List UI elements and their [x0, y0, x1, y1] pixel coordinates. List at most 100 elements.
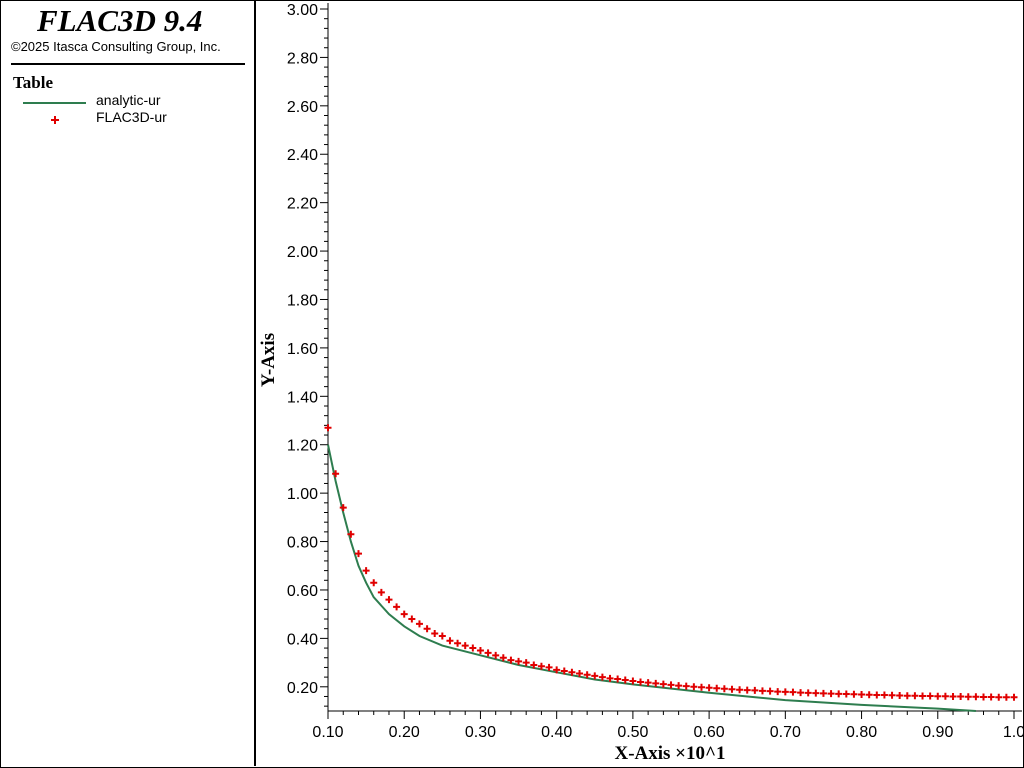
- data-point-flac3d-ur: [347, 530, 355, 538]
- data-point-flac3d-ur: [995, 693, 1003, 701]
- y-tick-label: 1.00: [287, 486, 318, 503]
- y-tick-label: 1.60: [287, 341, 318, 358]
- plus-marker-icon: [51, 116, 59, 124]
- data-point-flac3d-ur: [560, 667, 568, 675]
- data-point-flac3d-ur: [431, 630, 439, 638]
- data-point-flac3d-ur: [789, 688, 797, 696]
- data-point-flac3d-ur: [766, 687, 774, 695]
- data-point-flac3d-ur: [1010, 693, 1018, 701]
- x-tick-label: 1.0: [1003, 724, 1024, 741]
- x-tick-label: 0.90: [922, 724, 953, 741]
- data-point-flac3d-ur: [903, 692, 911, 700]
- y-tick-label: 2.40: [287, 147, 318, 164]
- data-point-flac3d-ur: [522, 659, 530, 667]
- data-point-flac3d-ur: [362, 567, 370, 575]
- data-point-flac3d-ur: [728, 685, 736, 693]
- data-point-flac3d-ur: [675, 682, 683, 690]
- data-point-flac3d-ur: [537, 662, 545, 670]
- data-point-flac3d-ur: [576, 669, 584, 677]
- data-point-flac3d-ur: [934, 692, 942, 700]
- legend-label-flac3d: FLAC3D-ur: [96, 109, 167, 125]
- data-point-flac3d-ur: [781, 688, 789, 696]
- legend-entry-flac3d: FLAC3D-ur: [23, 109, 243, 126]
- data-point-flac3d-ur: [987, 693, 995, 701]
- data-point-flac3d-ur: [797, 689, 805, 697]
- data-point-flac3d-ur: [370, 579, 378, 587]
- data-point-flac3d-ur: [949, 692, 957, 700]
- x-axis-title: X-Axis ×10^1: [614, 743, 725, 764]
- data-point-flac3d-ur: [446, 637, 454, 645]
- data-point-flac3d-ur: [972, 693, 980, 701]
- data-point-flac3d-ur: [720, 685, 728, 693]
- data-point-flac3d-ur: [980, 693, 988, 701]
- data-point-flac3d-ur: [332, 470, 340, 478]
- data-point-flac3d-ur: [697, 683, 705, 691]
- data-point-flac3d-ur: [865, 691, 873, 699]
- data-point-flac3d-ur: [591, 672, 599, 680]
- data-point-flac3d-ur: [690, 683, 698, 691]
- legend-heading: Table: [13, 73, 54, 92]
- data-point-flac3d-ur: [835, 690, 843, 698]
- data-point-flac3d-ur: [964, 693, 972, 701]
- legend-entry-analytic: analytic-ur: [23, 92, 243, 109]
- line-swatch-icon: [23, 102, 86, 104]
- data-point-flac3d-ur: [492, 651, 500, 659]
- x-tick-label: 0.10: [312, 724, 343, 741]
- x-tick-label: 0.30: [465, 724, 496, 741]
- data-point-flac3d-ur: [888, 691, 896, 699]
- data-point-flac3d-ur: [842, 690, 850, 698]
- data-point-flac3d-ur: [454, 639, 462, 647]
- legend-divider: [11, 63, 245, 65]
- data-point-flac3d-ur: [606, 674, 614, 682]
- data-point-flac3d-ur: [827, 690, 835, 698]
- data-point-flac3d-ur: [507, 656, 515, 664]
- data-point-flac3d-ur: [629, 677, 637, 685]
- data-point-flac3d-ur: [774, 688, 782, 696]
- y-tick-label: 0.40: [287, 631, 318, 648]
- data-point-flac3d-ur: [919, 692, 927, 700]
- data-point-flac3d-ur: [354, 550, 362, 558]
- data-point-flac3d-ur: [873, 691, 881, 699]
- x-tick-label: 0.60: [694, 724, 725, 741]
- data-point-flac3d-ur: [515, 657, 523, 665]
- data-point-flac3d-ur: [324, 424, 332, 432]
- data-point-flac3d-ur: [926, 692, 934, 700]
- data-point-flac3d-ur: [812, 689, 820, 697]
- data-point-flac3d-ur: [476, 646, 484, 654]
- y-tick-label: 2.00: [287, 244, 318, 261]
- data-point-flac3d-ur: [545, 663, 553, 671]
- data-point-flac3d-ur: [484, 649, 492, 657]
- data-point-flac3d-ur: [682, 682, 690, 690]
- data-point-flac3d-ur: [385, 596, 393, 604]
- data-point-flac3d-ur: [423, 625, 431, 633]
- data-point-flac3d-ur: [621, 676, 629, 684]
- series-line-analytic-ur: [327, 444, 976, 712]
- data-point-flac3d-ur: [400, 610, 408, 618]
- data-point-flac3d-ur: [583, 671, 591, 679]
- data-point-flac3d-ur: [896, 692, 904, 700]
- x-tick-label: 0.70: [770, 724, 801, 741]
- data-point-flac3d-ur: [941, 692, 949, 700]
- y-tick-label: 1.80: [287, 292, 318, 309]
- y-tick-label: 1.20: [287, 438, 318, 455]
- data-point-flac3d-ur: [598, 673, 606, 681]
- y-tick-label: 2.20: [287, 196, 318, 213]
- data-point-flac3d-ur: [736, 686, 744, 694]
- data-point-flac3d-ur: [911, 692, 919, 700]
- legend-panel: FLAC3D 9.4 ©2025 Itasca Consulting Group…: [1, 1, 256, 766]
- x-tick-label: 0.50: [617, 724, 648, 741]
- data-point-flac3d-ur: [469, 644, 477, 652]
- data-point-flac3d-ur: [713, 684, 721, 692]
- y-tick-label: 0.80: [287, 535, 318, 552]
- data-point-flac3d-ur: [461, 642, 469, 650]
- y-tick-label: 0.20: [287, 680, 318, 697]
- data-point-flac3d-ur: [393, 603, 401, 611]
- x-tick-label: 0.40: [541, 724, 572, 741]
- data-point-flac3d-ur: [667, 681, 675, 689]
- app-title: FLAC3D 9.4: [37, 3, 203, 38]
- y-tick-label: 0.60: [287, 583, 318, 600]
- data-point-flac3d-ur: [614, 675, 622, 683]
- data-point-flac3d-ur: [644, 679, 652, 687]
- data-point-flac3d-ur: [819, 689, 827, 697]
